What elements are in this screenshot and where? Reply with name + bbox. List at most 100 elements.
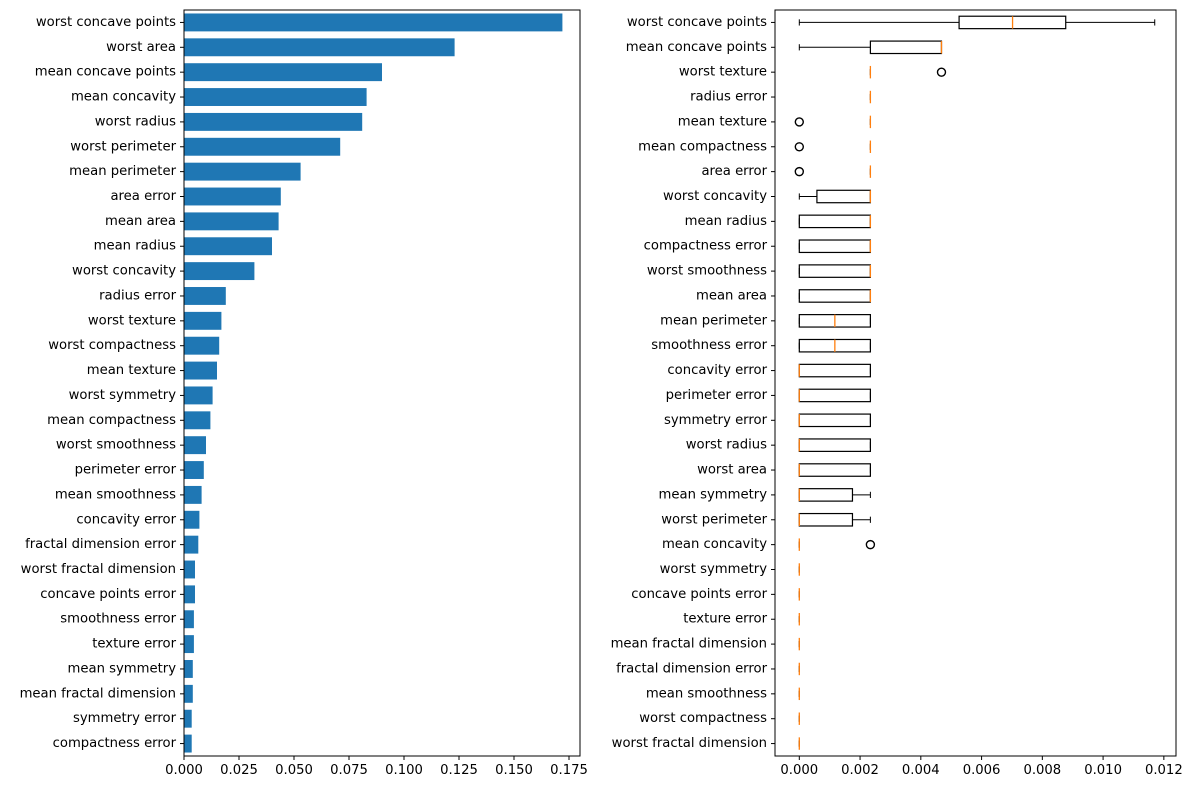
y-tick-label: worst area [697, 463, 767, 478]
x-tick-label: 0.000 [165, 763, 203, 778]
x-tick-label: 0.050 [275, 763, 313, 778]
bar-mean-compactness [184, 411, 211, 430]
box-area-error [794, 165, 872, 178]
y-tick-label: texture error [92, 637, 176, 652]
y-tick-label: worst perimeter [661, 512, 767, 527]
box-worst-area [798, 463, 871, 477]
y-tick-label: compactness error [644, 239, 768, 254]
box-mean-area [798, 289, 872, 303]
box-iqr [798, 264, 871, 278]
y-tick-label: texture error [683, 612, 767, 627]
y-tick-label: smoothness error [651, 338, 767, 353]
bar-concave-points-error [184, 585, 195, 604]
y-tick-label: compactness error [53, 736, 177, 751]
box-perimeter-error [798, 388, 871, 403]
y-tick-label: fractal dimension error [25, 537, 177, 552]
y-tick-label: mean symmetry [68, 661, 177, 676]
bar-symmetry-error [184, 709, 192, 728]
y-tick-label: area error [701, 164, 767, 179]
y-tick-label: worst smoothness [56, 438, 176, 453]
box-worst-texture [869, 65, 947, 79]
bar-mean-concavity [184, 88, 367, 106]
box-mean-symmetry [798, 488, 871, 502]
bar-worst-symmetry [184, 386, 213, 405]
y-tick-label: worst symmetry [660, 562, 768, 577]
box-mean-texture [794, 115, 872, 129]
y-tick-label: symmetry error [73, 711, 177, 726]
outlier-point [794, 142, 805, 152]
bar-mean-radius [184, 237, 272, 256]
y-tick-label: worst concavity [663, 189, 767, 204]
x-tick-label: 0.012 [1145, 763, 1183, 778]
bar-texture-error [184, 635, 194, 654]
y-tick-label: mean perimeter [69, 164, 176, 179]
bar-mean-area [184, 212, 279, 231]
box-mean-perimeter [798, 314, 871, 328]
box-iqr [798, 388, 871, 403]
box-iqr [798, 413, 871, 428]
y-tick-label: worst area [106, 40, 176, 55]
bar-worst-compactness [184, 336, 220, 355]
y-tick-label: fractal dimension error [616, 661, 768, 676]
outlier-point [794, 117, 805, 127]
box-smoothness-error [798, 338, 871, 353]
box-worst-perimeter [798, 512, 871, 527]
x-tick-label: 0.004 [902, 763, 940, 778]
box-iqr [869, 40, 943, 55]
box-mean-concave-points [798, 40, 943, 55]
bar-worst-concave-points [184, 13, 563, 32]
box-worst-smoothness [798, 264, 872, 278]
bar-mean-texture [184, 361, 217, 380]
bar-worst-radius [184, 112, 363, 131]
bar-worst-texture [184, 311, 222, 330]
y-tick-label: worst smoothness [647, 264, 767, 279]
bar-mean-concave-points [184, 63, 382, 82]
box-iqr [798, 488, 854, 502]
bar-worst-area [184, 38, 455, 57]
y-tick-label: worst perimeter [70, 139, 176, 154]
y-tick-label: mean compactness [47, 413, 176, 428]
boxplot-panel: worst concave points mean concave points w… [611, 9, 1183, 778]
y-tick-label: concavity error [667, 363, 767, 378]
y-tick-label: mean fractal dimension [20, 686, 176, 701]
outlier-point [936, 67, 947, 77]
y-tick-label: smoothness error [60, 612, 176, 627]
bar-chart-panel: worst concave points worst area mean conca… [20, 9, 588, 778]
bar-worst-perimeter [184, 137, 341, 156]
outlier-point [865, 539, 876, 550]
box-compactness-error [798, 239, 872, 254]
x-tick-label: 0.025 [220, 763, 258, 778]
y-tick-label: mean smoothness [55, 487, 176, 502]
box-worst-concave-points [798, 15, 1156, 30]
box-iqr [798, 512, 854, 527]
outlier-point [794, 166, 805, 177]
y-tick-label: mean concave points [626, 40, 767, 55]
y-tick-label: worst concavity [72, 264, 176, 279]
y-tick-label: concavity error [76, 512, 176, 527]
bar-mean-smoothness [184, 485, 202, 504]
y-tick-label: worst texture [679, 65, 767, 80]
y-tick-label: radius error [99, 288, 176, 303]
y-tick-label: mean compactness [638, 139, 767, 154]
x-tick-label: 0.000 [780, 763, 818, 778]
box-worst-concavity [798, 189, 872, 204]
y-tick-label: mean symmetry [659, 487, 768, 502]
box-symmetry-error [798, 413, 871, 428]
y-tick-label: area error [110, 189, 176, 204]
bar-worst-smoothness [184, 436, 206, 455]
box-iqr [798, 363, 871, 378]
box-iqr [798, 239, 871, 254]
y-tick-label: worst fractal dimension [612, 736, 767, 751]
y-tick-label: perimeter error [75, 463, 177, 478]
box-mean-concavity [798, 538, 876, 551]
y-tick-label: perimeter error [666, 388, 768, 403]
x-tick-label: 0.125 [440, 763, 478, 778]
y-tick-label: worst fractal dimension [21, 562, 176, 577]
y-tick-label: worst compactness [48, 338, 176, 353]
y-tick-label: worst concave points [627, 15, 767, 30]
x-tick-label: 0.008 [1023, 763, 1061, 778]
y-tick-label: symmetry error [664, 413, 768, 428]
y-tick-label: concave points error [40, 587, 176, 602]
bar-worst-fractal-dimension [184, 560, 195, 579]
box-mean-radius [798, 214, 872, 229]
